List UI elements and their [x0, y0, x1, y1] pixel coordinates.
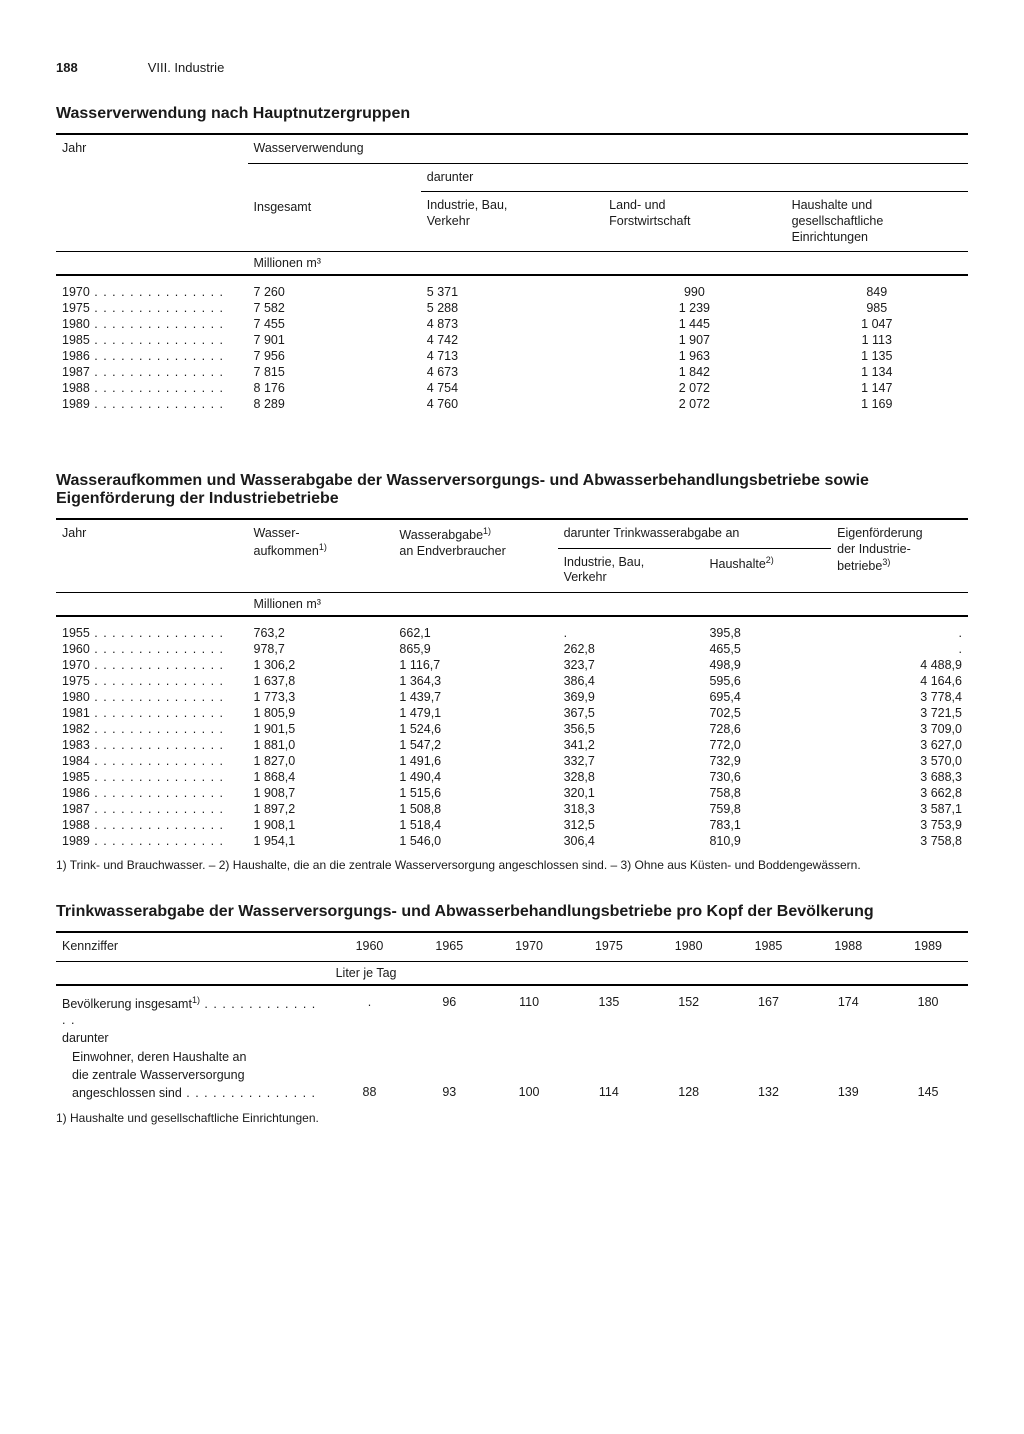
- col-year: 1970: [489, 933, 569, 961]
- table-row: 19861 908,71 515,6320,1758,83 662,8: [56, 785, 968, 801]
- unit-label: Liter je Tag: [330, 962, 968, 984]
- table2-footnote: 1) Trink- und Brauchwasser. – 2) Haushal…: [56, 857, 968, 873]
- table-row: 19841 827,01 491,6332,7732,93 570,0: [56, 753, 968, 769]
- table-row: Einwohner, deren Haushalte an: [56, 1048, 968, 1066]
- table-row: 1960978,7865,9262,8465,5.: [56, 641, 968, 657]
- col-year: 1975: [569, 933, 649, 961]
- table-row: 19807 4554 8731 4451 047: [56, 316, 968, 332]
- col-supply: Wasser-aufkommen1): [248, 520, 394, 592]
- table-row: Bevölkerung insgesamt1).9611013515216717…: [56, 994, 968, 1030]
- page-header: 188 VIII. Industrie: [56, 60, 968, 75]
- col-ind: Industrie, Bau,Verkehr: [558, 548, 704, 592]
- col-key: Kennziffer: [56, 933, 330, 961]
- table3: Kennziffer 19601965197019751980198519881…: [56, 933, 968, 1102]
- table1-title: Wasserverwendung nach Hauptnutzergruppen: [56, 105, 968, 123]
- table-row: 19857 9014 7421 9071 113: [56, 332, 968, 348]
- table-row: 19867 9564 7131 9631 135: [56, 348, 968, 364]
- col-year: 1965: [409, 933, 489, 961]
- table-row: 19851 868,41 490,4328,8730,63 688,3: [56, 769, 968, 785]
- col-thereof-drink: darunter Trinkwasserabgabe an: [558, 520, 832, 548]
- table-row: 1955763,2662,1.395,8.: [56, 625, 968, 641]
- col-year: 1989: [888, 933, 968, 961]
- table-row: 19701 306,21 116,7323,7498,94 488,9: [56, 657, 968, 673]
- table-row: die zentrale Wasserversorgung: [56, 1066, 968, 1084]
- table-row: 19871 897,21 508,8318,3759,83 587,1: [56, 801, 968, 817]
- col-year: 1980: [649, 933, 729, 961]
- unit-label: Millionen m³: [248, 593, 968, 615]
- col-hh: Haushalte2): [703, 548, 831, 592]
- table3-title: Trinkwasserabgabe der Wasserversorgungs-…: [56, 903, 968, 921]
- col-year: 1960: [330, 933, 410, 961]
- col-usage: Wasserverwendung: [248, 135, 968, 163]
- section-label: VIII. Industrie: [148, 60, 225, 75]
- col-year: 1988: [808, 933, 888, 961]
- table3-footnote: 1) Haushalte und gesellschaftliche Einri…: [56, 1110, 968, 1126]
- col-year: Jahr: [56, 520, 248, 592]
- page-number: 188: [56, 60, 78, 75]
- unit-label: Millionen m³: [248, 252, 968, 274]
- table-row: 19888 1764 7542 0721 147: [56, 380, 968, 396]
- col-total: Insgesamt: [248, 163, 421, 251]
- col-ind: Industrie, Bau,Verkehr: [421, 192, 603, 251]
- table-row: 19898 2894 7602 0721 169: [56, 396, 968, 412]
- table-row: 19877 8154 6731 8421 134: [56, 364, 968, 380]
- table-row: 19891 954,11 546,0306,4810,93 758,8: [56, 833, 968, 849]
- table-row: 19811 805,91 479,1367,5702,53 721,5: [56, 705, 968, 721]
- table-row: 19831 881,01 547,2341,2772,03 627,0: [56, 737, 968, 753]
- table1: Jahr Wasserverwendung Insgesamt darunter…: [56, 135, 968, 412]
- table2: Jahr Wasser-aufkommen1) Wasserabgabe1) a…: [56, 520, 968, 849]
- col-agri: Land- undForstwirtschaft: [603, 192, 785, 251]
- table-row: 19821 901,51 524,6356,5728,63 709,0: [56, 721, 968, 737]
- col-year: 1985: [729, 933, 809, 961]
- col-own: Eigenförderungder Industrie-betriebe3): [831, 520, 968, 592]
- table-row: 19707 2605 371990849: [56, 284, 968, 300]
- table-row: 19881 908,11 518,4312,5783,13 753,9: [56, 817, 968, 833]
- table2-title: Wasseraufkommen und Wasserabgabe der Was…: [56, 472, 968, 508]
- table-row: 19801 773,31 439,7369,9695,43 778,4: [56, 689, 968, 705]
- col-thereof: darunter: [421, 163, 968, 192]
- col-delivery: Wasserabgabe1) an Endverbraucher: [393, 520, 557, 592]
- table-row: darunter: [56, 1029, 968, 1047]
- table-row: angeschlossen sind8893100114128132139145: [56, 1084, 968, 1102]
- table-row: 19757 5825 2881 239985: [56, 300, 968, 316]
- table-row: 19751 637,81 364,3386,4595,64 164,6: [56, 673, 968, 689]
- col-year: Jahr: [56, 135, 248, 163]
- col-hh: Haushalte undgesellschaftlicheEinrichtun…: [786, 192, 968, 251]
